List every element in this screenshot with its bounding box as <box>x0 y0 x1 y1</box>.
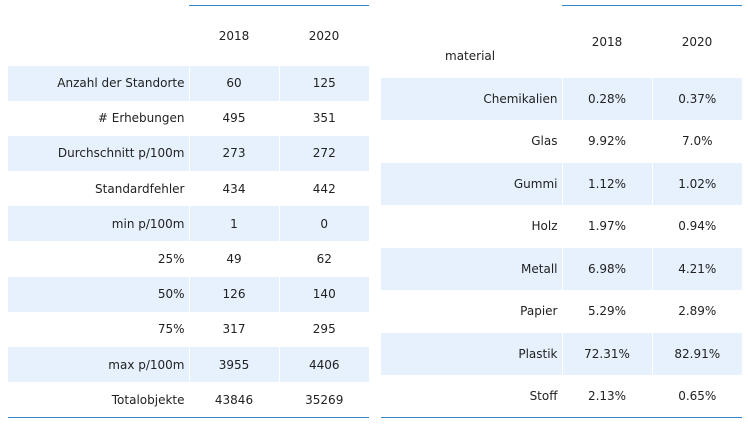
row-label: Holz <box>531 219 558 234</box>
cell-2020: 0.37% <box>651 77 742 120</box>
row-label: Gummi <box>381 162 562 205</box>
row-label: 50% <box>8 276 189 312</box>
table-row: Glas 9.92% 7.0% <box>381 120 742 163</box>
table-row: Metall 6.98% 4.21% <box>381 247 742 290</box>
table-row: Papier 5.29% 2.89% <box>381 290 742 333</box>
summary-header-label <box>8 6 189 66</box>
table-row: max p/100m 3955 4406 <box>8 347 369 383</box>
summary-table: 2018 2020 Anzahl der Standorte 60 125 # … <box>8 5 369 418</box>
cell-2020: 4.21% <box>651 247 742 290</box>
cell-2020: 351 <box>278 100 369 136</box>
table-row: Durchschnitt p/100m 273 272 <box>8 135 369 172</box>
cell-2018: 273 <box>188 135 279 172</box>
cell-2020: 140 <box>278 276 369 312</box>
cell-2020: 0 <box>278 206 369 242</box>
table-row: Holz 1.97% 0.94% <box>381 205 742 248</box>
table-row: min p/100m 1 0 <box>8 206 369 242</box>
cell-2018: 60 <box>188 65 279 101</box>
row-label: 25% <box>157 252 185 267</box>
row-label: Stoff <box>381 375 562 418</box>
cell-2020: 0.94% <box>651 205 742 248</box>
row-label: # Erhebungen <box>97 111 185 126</box>
cell-2018: 72.31% <box>561 332 652 375</box>
row-label: Papier <box>520 304 558 319</box>
row-label: Totalobjekte <box>8 382 189 418</box>
cell-2020: 7.0% <box>651 120 742 163</box>
cell-2018: 9.92% <box>561 120 652 163</box>
cell-2020: 1.02% <box>651 162 742 205</box>
summary-table-header: 2018 2020 <box>8 5 369 66</box>
cell-2018: 6.98% <box>561 247 652 290</box>
table-row: Totalobjekte 43846 35269 <box>8 382 369 418</box>
cell-2018: 0.28% <box>561 77 652 120</box>
cell-2018: 1.12% <box>561 162 652 205</box>
cell-2020: 295 <box>278 311 369 347</box>
cell-2020: 0.65% <box>651 375 742 418</box>
summary-header-2020: 2020 <box>279 5 369 66</box>
table-row: 75% 317 295 <box>8 311 369 347</box>
cell-2020: 2.89% <box>651 290 742 333</box>
cell-2020: 4406 <box>278 347 369 383</box>
row-label: Standardfehler <box>95 181 185 196</box>
cell-2018: 5.29% <box>561 290 652 333</box>
cell-2020: 272 <box>278 135 369 172</box>
material-table: material 2018 2020 Chemikalien 0.28% 0.3… <box>381 5 742 418</box>
cell-2018: 1 <box>188 206 279 242</box>
table-row: 25% 49 62 <box>8 241 369 277</box>
row-label: Anzahl der Standorte <box>8 65 189 101</box>
row-label: Plastik <box>381 332 562 375</box>
cell-2018: 434 <box>188 171 279 207</box>
material-header-2020: 2020 <box>652 5 742 78</box>
material-header-2018: 2018 <box>562 5 652 78</box>
cell-2018: 2.13% <box>561 375 652 418</box>
row-label: Glas <box>531 134 558 149</box>
row-label: Metall <box>381 247 562 290</box>
cell-2020: 442 <box>278 171 369 207</box>
row-label: Chemikalien <box>381 77 562 120</box>
cell-2018: 43846 <box>188 382 279 418</box>
row-label: max p/100m <box>8 347 189 383</box>
cell-2020: 82.91% <box>651 332 742 375</box>
cell-2018: 126 <box>188 276 279 312</box>
cell-2018: 495 <box>188 100 279 136</box>
row-label: 75% <box>157 322 185 337</box>
cell-2018: 3955 <box>188 347 279 383</box>
table-row: 50% 126 140 <box>8 276 369 312</box>
row-label: Durchschnitt p/100m <box>8 135 189 172</box>
row-label: min p/100m <box>8 206 189 242</box>
table-row: Stoff 2.13% 0.65% <box>381 375 742 418</box>
cell-2018: 317 <box>188 311 279 347</box>
table-row: Gummi 1.12% 1.02% <box>381 162 742 205</box>
cell-2020: 62 <box>278 241 369 277</box>
table-row: Standardfehler 434 442 <box>8 171 369 207</box>
material-table-header: material 2018 2020 <box>381 5 742 78</box>
table-row: Chemikalien 0.28% 0.37% <box>381 77 742 120</box>
cell-2018: 1.97% <box>561 205 652 248</box>
cell-2020: 35269 <box>278 382 369 418</box>
table-row: Anzahl der Standorte 60 125 <box>8 65 369 101</box>
cell-2018: 49 <box>188 241 279 277</box>
material-header-label: material <box>445 48 496 63</box>
table-row: # Erhebungen 495 351 <box>8 100 369 136</box>
summary-header-2018: 2018 <box>189 5 279 66</box>
table-row: Plastik 72.31% 82.91% <box>381 332 742 375</box>
cell-2020: 125 <box>278 65 369 101</box>
